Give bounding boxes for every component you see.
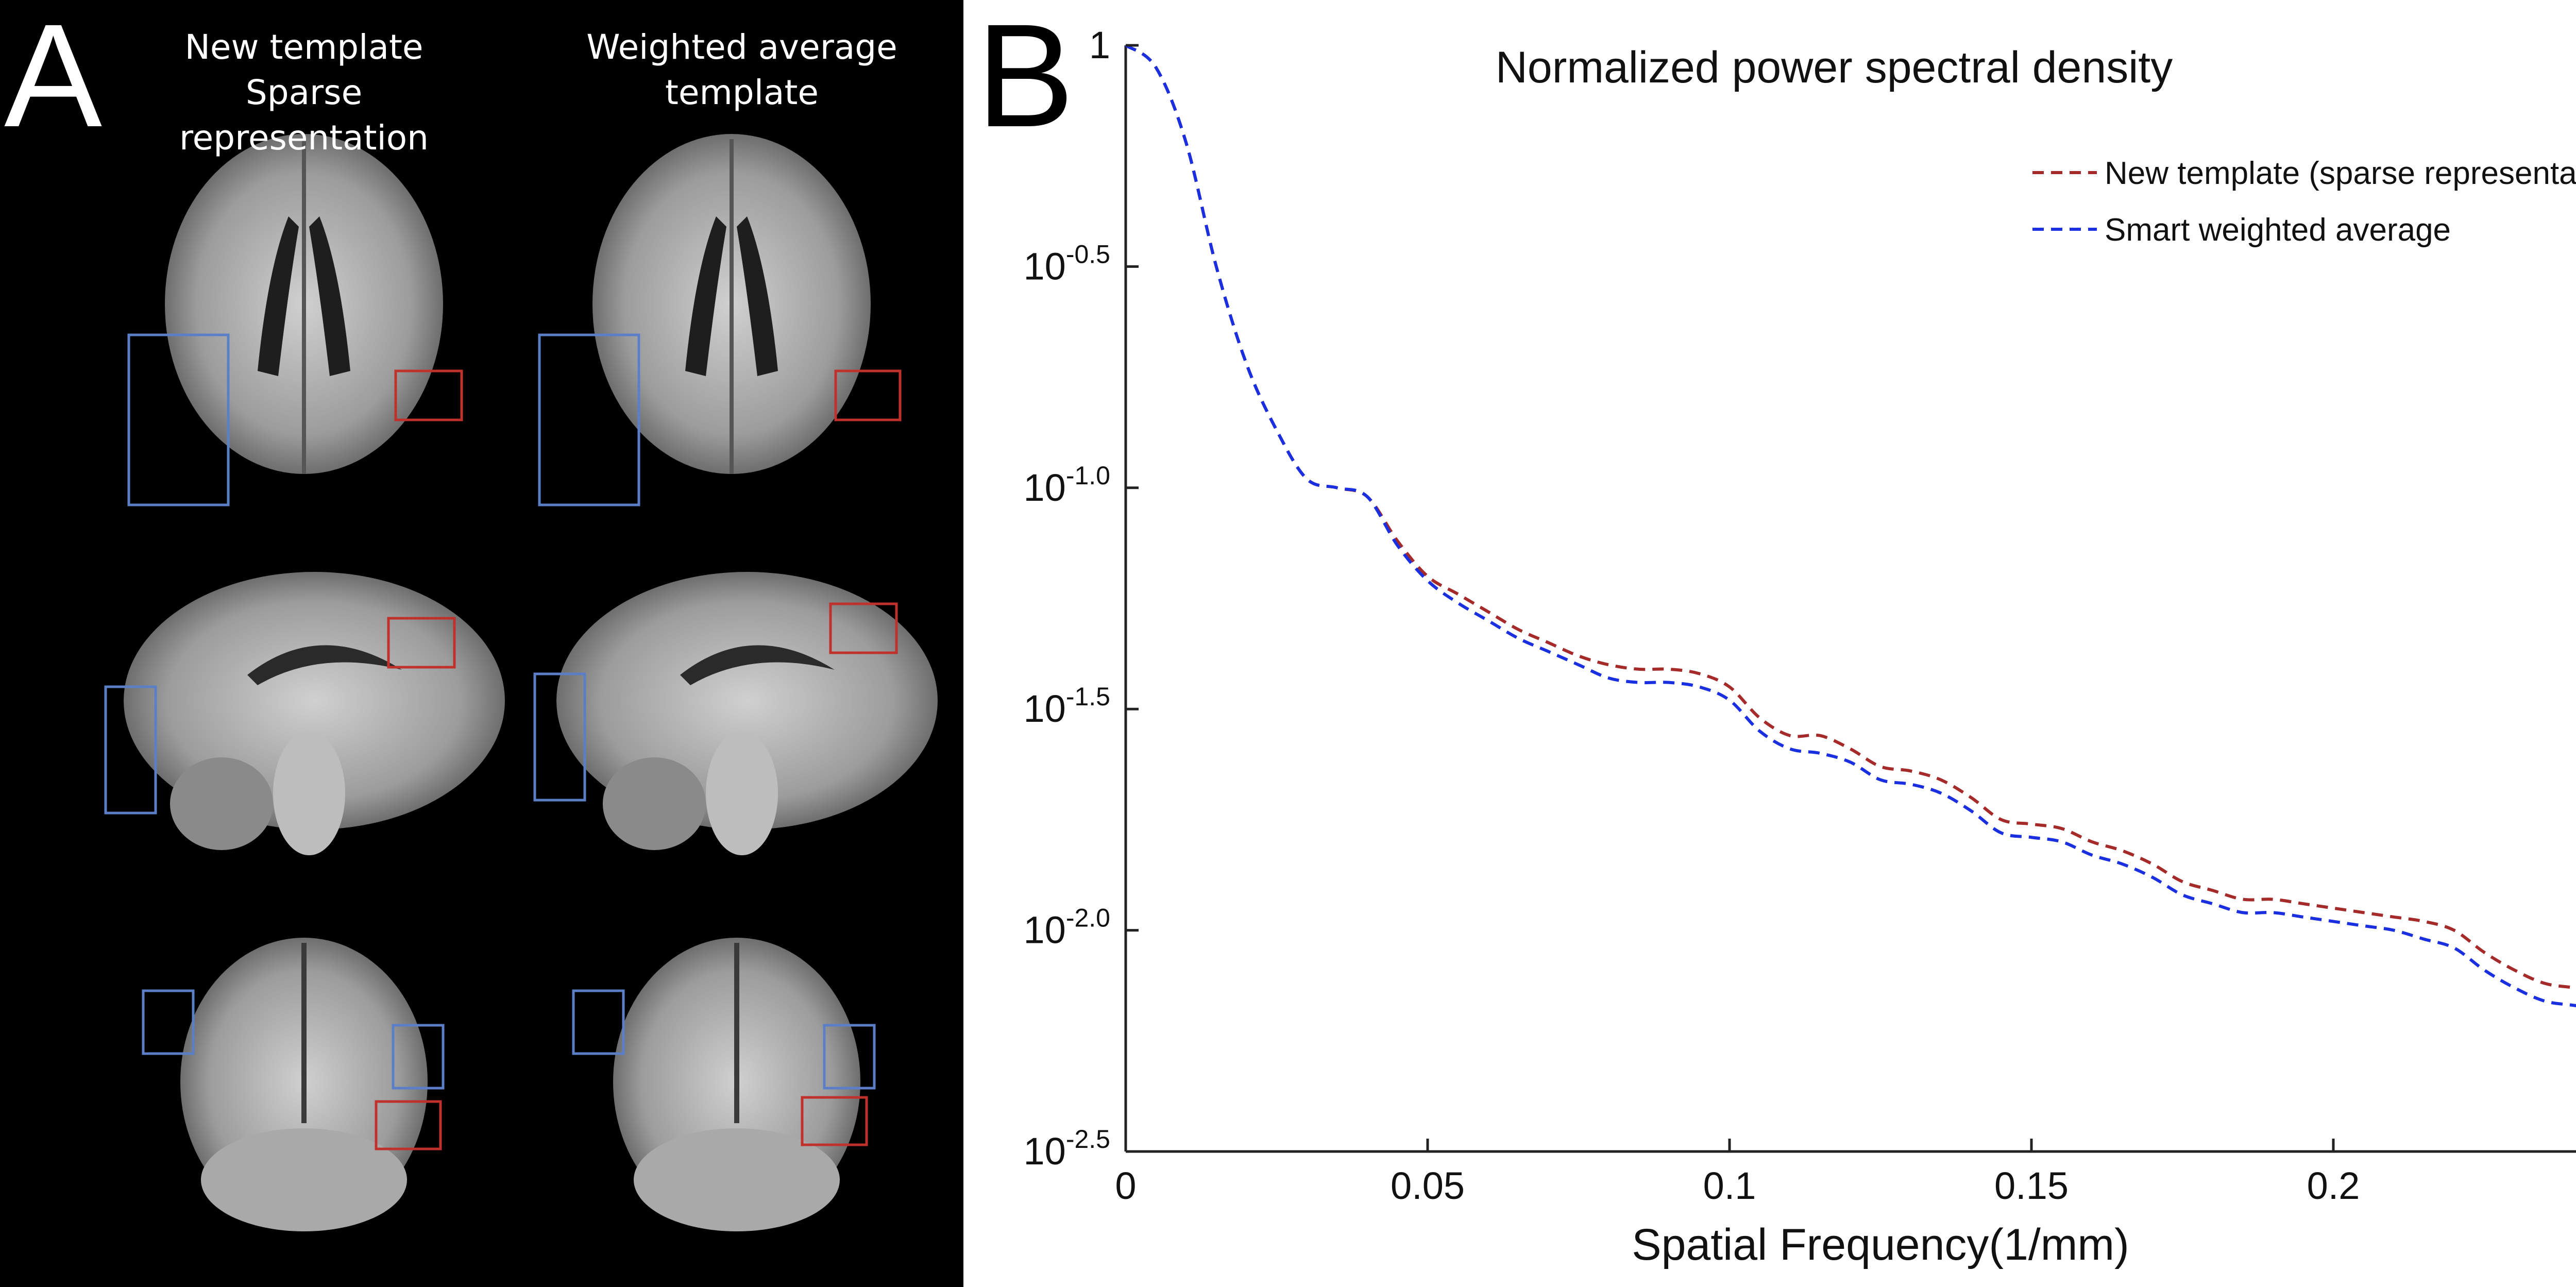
column-header-line: New template	[184, 27, 423, 67]
panel-a-brain-images: New template Sparse representation Weigh…	[0, 0, 963, 1287]
y-tick-label: 10-2.0	[1024, 904, 1110, 952]
chart-ticks: 00.050.10.150.20.25110-0.510-1.010-1.510…	[1024, 24, 2360, 1207]
blue-highlight-box	[533, 672, 586, 802]
series-line-weighted-average	[1125, 44, 2576, 1007]
column-header-line: template	[665, 73, 819, 112]
legend-label: New template (sparse representation)	[2105, 156, 2576, 191]
column-header-weighted-average: Weighted average template	[556, 25, 927, 115]
axial-slice-right	[592, 134, 871, 474]
column-header-new-template: New template Sparse representation	[118, 25, 489, 161]
x-tick-label: 0.2	[2307, 1164, 2360, 1207]
chart-title: Normalized power spectral density	[1496, 43, 2173, 92]
red-highlight-box	[387, 617, 456, 669]
panel-letter-b: B	[976, 0, 1075, 158]
y-tick-label: 10-2.5	[1024, 1125, 1110, 1173]
red-highlight-box	[394, 369, 463, 421]
red-highlight-box	[801, 1096, 868, 1146]
y-tick-label: 1	[1089, 24, 1110, 66]
blue-highlight-box	[392, 1024, 445, 1090]
sagittal-slice-left	[124, 572, 505, 855]
x-axis-label: Spatial Frequency(1/mm)	[1632, 1220, 2129, 1269]
brain-slices-figure	[104, 134, 938, 1231]
panel-letter-a: A	[4, 0, 103, 158]
x-tick-label: 0.15	[1994, 1164, 2069, 1207]
coronal-slice-left	[180, 938, 428, 1231]
chart-legend: New template (sparse representation) Smar…	[2032, 156, 2576, 248]
blue-highlight-box	[142, 989, 195, 1055]
coronal-slice-right	[613, 938, 860, 1231]
x-tick-label: 0.05	[1391, 1164, 1465, 1207]
panel-b-chart-area	[963, 0, 2576, 1287]
red-highlight-box	[375, 1100, 442, 1150]
sagittal-slice-right	[556, 572, 938, 855]
axial-slice-left	[165, 134, 443, 474]
blue-highlight-box	[104, 685, 157, 815]
x-tick-label: 0.1	[1703, 1164, 1756, 1207]
blue-highlight-box	[127, 333, 230, 506]
column-header-line: Weighted average	[586, 27, 897, 67]
x-tick-label: 0	[1115, 1164, 1136, 1207]
column-header-line: Sparse representation	[179, 73, 429, 158]
y-tick-label: 10-1.5	[1024, 682, 1110, 730]
y-tick-label: 10-0.5	[1024, 240, 1110, 287]
blue-highlight-box	[572, 989, 625, 1055]
y-tick-label: 10-1.0	[1024, 461, 1110, 509]
blue-highlight-box	[823, 1024, 876, 1090]
red-highlight-box	[829, 602, 898, 654]
chart-series	[1125, 44, 2576, 1007]
blue-highlight-box	[538, 333, 640, 506]
chart-axes	[1124, 45, 2576, 1153]
red-highlight-box	[834, 369, 902, 421]
legend-label: Smart weighted average	[2105, 212, 2451, 248]
